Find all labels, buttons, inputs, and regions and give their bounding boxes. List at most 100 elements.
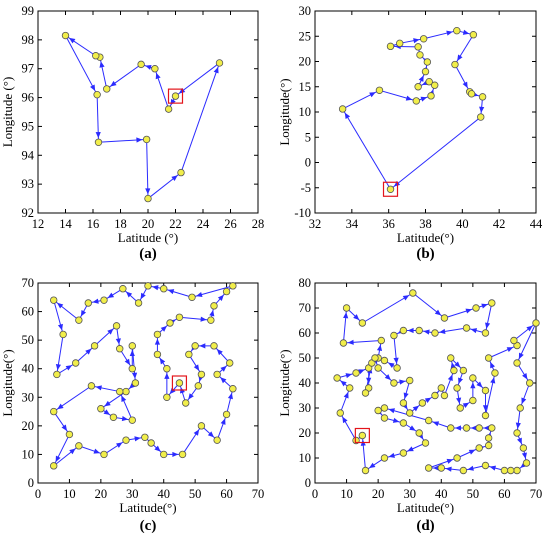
- city-point: [164, 105, 173, 113]
- y-tick-label: 30: [299, 4, 312, 18]
- route-arrow: [140, 292, 146, 300]
- route-arrow: [213, 66, 219, 74]
- route-arrow: [526, 325, 533, 332]
- route-arrow: [490, 361, 495, 369]
- city-point: [72, 359, 80, 367]
- x-tick-label: 42: [493, 217, 506, 231]
- city-point: [467, 90, 476, 98]
- y-tick-label: 0: [305, 156, 311, 170]
- city-point: [424, 464, 433, 472]
- city-point: [346, 384, 354, 392]
- y-tick-label: 20: [299, 426, 312, 440]
- start-marker: [167, 88, 184, 104]
- city-point: [396, 39, 404, 48]
- city-point: [93, 90, 101, 99]
- city-point: [525, 379, 534, 387]
- route-segment: [399, 38, 424, 44]
- route-arrow: [342, 416, 348, 424]
- city-point: [371, 354, 379, 362]
- x-tick-label: 20: [372, 487, 385, 501]
- y-tick-label: 98: [22, 33, 35, 47]
- city-point: [339, 339, 348, 347]
- city-point: [409, 289, 417, 297]
- route-segment: [342, 108, 391, 190]
- city-point: [61, 31, 70, 40]
- y-tick-label: 96: [22, 91, 35, 105]
- city-point: [94, 138, 103, 146]
- city-point: [151, 65, 159, 73]
- city-point: [361, 389, 370, 397]
- city-point: [122, 387, 130, 396]
- route-arrow: [90, 84, 96, 91]
- x-tick-label: 16: [87, 217, 100, 231]
- city-point: [469, 31, 478, 39]
- city-point: [333, 374, 341, 382]
- route-segment: [403, 442, 426, 454]
- city-point: [374, 406, 382, 415]
- route-arrow: [107, 328, 114, 335]
- x-tick-label: 70: [530, 487, 543, 501]
- y-tick-label: -5: [301, 181, 311, 195]
- city-point: [399, 326, 408, 335]
- x-tick-label: 30: [403, 487, 416, 501]
- route-arrow: [521, 452, 527, 459]
- route-arrow: [129, 382, 136, 389]
- city-point: [507, 466, 515, 475]
- route-segment: [116, 325, 121, 349]
- city-point: [128, 416, 136, 424]
- city-point: [210, 302, 218, 310]
- route-arrow: [467, 465, 474, 471]
- city-point: [59, 330, 67, 339]
- city-point: [472, 304, 480, 312]
- route-arrow: [209, 309, 215, 317]
- city-point: [399, 449, 408, 457]
- city-point: [414, 83, 422, 91]
- city-point: [414, 43, 422, 51]
- route-segment: [441, 467, 464, 471]
- route-arrow: [384, 374, 391, 381]
- route-arrow: [92, 298, 99, 304]
- city-point: [122, 436, 130, 444]
- city-point: [447, 354, 455, 362]
- route-arrow: [481, 303, 488, 309]
- route-arrow: [145, 188, 151, 195]
- city-point: [491, 369, 499, 377]
- route-arrow: [446, 30, 453, 36]
- city-point: [481, 329, 490, 337]
- route-arrow: [57, 403, 64, 410]
- route-arrow: [434, 309, 442, 316]
- city-point: [421, 67, 430, 76]
- route-arrow: [136, 137, 143, 143]
- city-point: [222, 287, 231, 296]
- city-point: [100, 450, 108, 459]
- city-point: [513, 429, 521, 437]
- x-tick-label: 70: [252, 487, 265, 501]
- city-point: [500, 466, 509, 475]
- city-point: [399, 419, 408, 427]
- route-arrow: [506, 347, 514, 352]
- city-point: [163, 365, 171, 373]
- city-point: [144, 194, 152, 203]
- route-segment: [516, 407, 521, 434]
- route-arrow: [454, 361, 461, 368]
- city-point: [453, 454, 461, 462]
- city-point: [386, 42, 395, 51]
- y-tick-label: 20: [299, 55, 312, 69]
- route-arrow: [220, 365, 227, 372]
- city-point: [142, 135, 151, 144]
- city-point: [437, 384, 445, 392]
- city-point: [424, 416, 433, 425]
- plot-frame: [37, 282, 259, 484]
- route-arrow: [447, 374, 453, 381]
- y-axis-label: Longitude(°): [277, 349, 292, 416]
- city-point: [431, 329, 439, 337]
- route-arrow: [482, 405, 489, 412]
- city-point: [478, 93, 487, 101]
- y-tick-label: 15: [299, 80, 312, 94]
- route-arrow: [188, 393, 194, 400]
- route-arrow: [207, 431, 215, 438]
- route-arrow: [424, 397, 432, 403]
- x-tick-label: 44: [530, 217, 543, 231]
- city-point: [53, 370, 61, 379]
- city-point: [462, 424, 471, 432]
